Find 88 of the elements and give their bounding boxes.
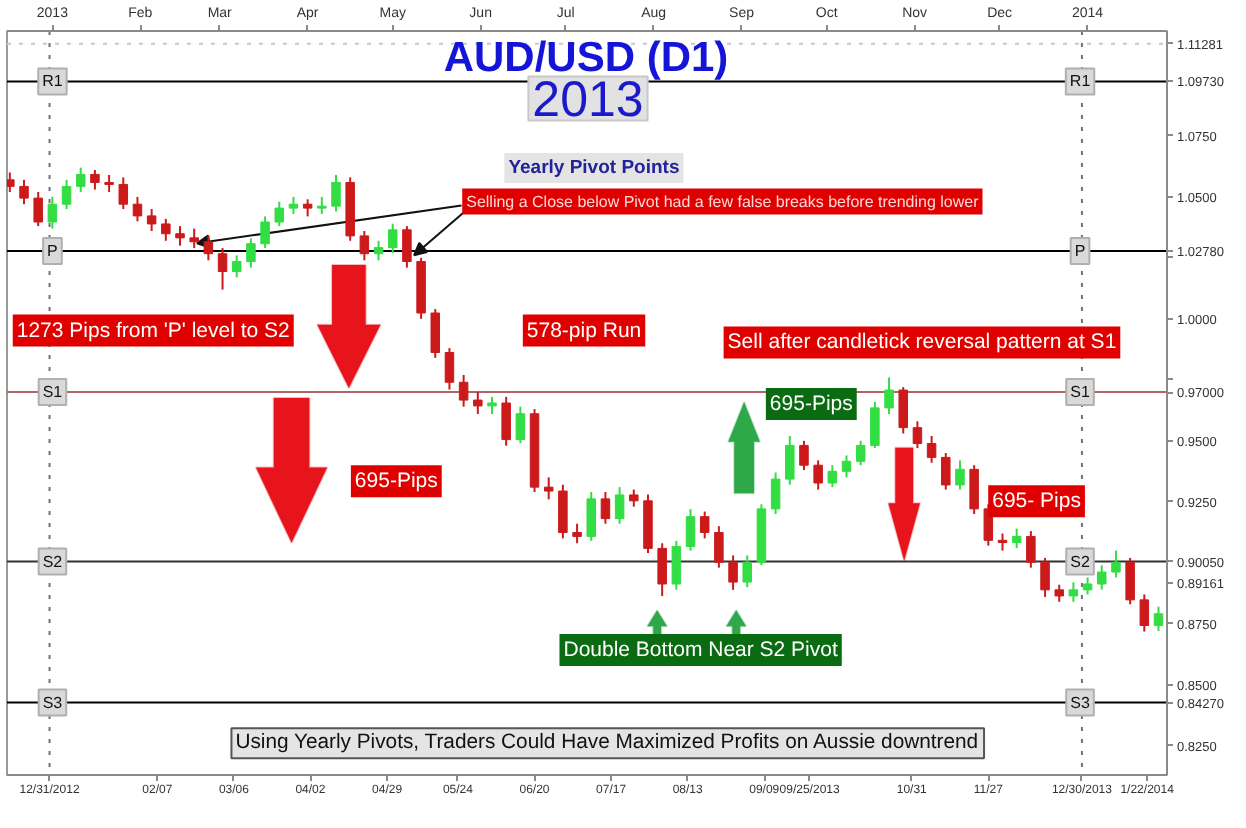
candlestick	[685, 508, 696, 552]
ref-line-label: S2	[42, 552, 64, 571]
annotation: 1273 Pips from 'P' level to S2	[16, 318, 291, 343]
annotation: Using Yearly Pivots, Traders Could Have Maximized Profits on Aussie downtrend	[235, 732, 979, 755]
candlestick	[161, 217, 171, 242]
candlestick	[1111, 549, 1121, 579]
candlestick	[841, 454, 852, 479]
candlestick	[1139, 593, 1150, 633]
ref-line-label: S3	[42, 693, 64, 712]
candlestick	[1068, 581, 1079, 603]
candlestick	[331, 173, 341, 213]
candlestick	[1097, 564, 1107, 591]
candlestick	[33, 191, 43, 228]
candlestick	[813, 459, 823, 491]
annotation: Double Bottom Near S2 Pivot	[563, 638, 838, 663]
annotation: Yearly Pivot Points	[508, 156, 680, 179]
annotation: 578-pip Run	[526, 318, 642, 343]
candlestick	[132, 195, 143, 223]
text: S2	[1070, 552, 1090, 571]
candlestick	[75, 166, 86, 193]
candlestick	[926, 434, 937, 464]
annotation: 695-Pips	[354, 469, 438, 494]
ref-line-label: S1	[42, 383, 64, 402]
candlestick	[217, 247, 228, 291]
candlestick	[501, 395, 511, 447]
candlestick	[1040, 556, 1050, 598]
candlestick	[61, 178, 72, 211]
annotation: Sell after candletick reversal pattern at S1	[727, 330, 1117, 355]
candlestick	[671, 539, 682, 591]
candlestick	[728, 554, 738, 591]
annotation: 695- Pips	[992, 489, 1081, 514]
candlestick	[430, 308, 441, 359]
candlestick	[870, 400, 880, 450]
candlestick	[1026, 530, 1036, 569]
candlestick	[373, 239, 384, 262]
candlestick	[1011, 527, 1022, 550]
candlestick	[955, 459, 965, 491]
annotation: Selling a Close below Pivot had a few false breaks before trending lower	[466, 192, 980, 211]
ref-line-label: R1	[42, 72, 64, 91]
candlestick	[203, 234, 214, 262]
candlestick	[799, 439, 809, 472]
candlestick	[586, 491, 597, 542]
candlestick	[1153, 605, 1164, 633]
candlestick	[260, 215, 270, 250]
candlestick	[884, 376, 894, 415]
candlestick	[402, 225, 412, 269]
candlestick	[600, 491, 611, 525]
candlestick	[387, 222, 398, 254]
candlestick	[770, 471, 781, 515]
candlestick	[118, 176, 129, 211]
candlestick	[572, 522, 582, 545]
candlestick	[657, 542, 667, 597]
candlestick	[714, 525, 724, 569]
candlestick	[643, 493, 653, 555]
annotation: 695-Pips	[769, 391, 853, 416]
candlestick	[558, 483, 568, 540]
candlestick	[827, 464, 838, 489]
candlestick	[473, 391, 483, 415]
candlestick	[941, 452, 951, 491]
candlestick	[47, 195, 58, 230]
candlestick	[19, 178, 29, 206]
candlestick	[7, 171, 15, 193]
candlestick	[231, 254, 242, 279]
text: S1	[1070, 383, 1090, 402]
candlestick	[699, 510, 710, 540]
candlestick	[1125, 556, 1135, 606]
candlestick	[969, 464, 979, 515]
text: R1	[1069, 72, 1091, 91]
candlestick	[614, 486, 625, 525]
candlestick	[515, 405, 526, 445]
candlestick	[458, 373, 469, 408]
candlestick	[855, 439, 866, 467]
candlestick	[189, 227, 199, 250]
candlestick	[90, 169, 100, 191]
candlestick	[543, 476, 554, 501]
candlestick	[359, 230, 370, 262]
candlestick	[274, 200, 285, 228]
text: P	[1074, 242, 1086, 261]
candlestick	[246, 237, 256, 269]
ref-line-label: P	[47, 242, 58, 261]
text: S3	[1070, 693, 1090, 712]
candlestick	[785, 434, 795, 486]
candlestick	[175, 225, 185, 247]
candlestick	[912, 420, 923, 450]
candlestick	[444, 347, 455, 391]
candlestick	[146, 208, 157, 233]
candlestick	[742, 554, 752, 589]
candlestick	[898, 386, 908, 435]
